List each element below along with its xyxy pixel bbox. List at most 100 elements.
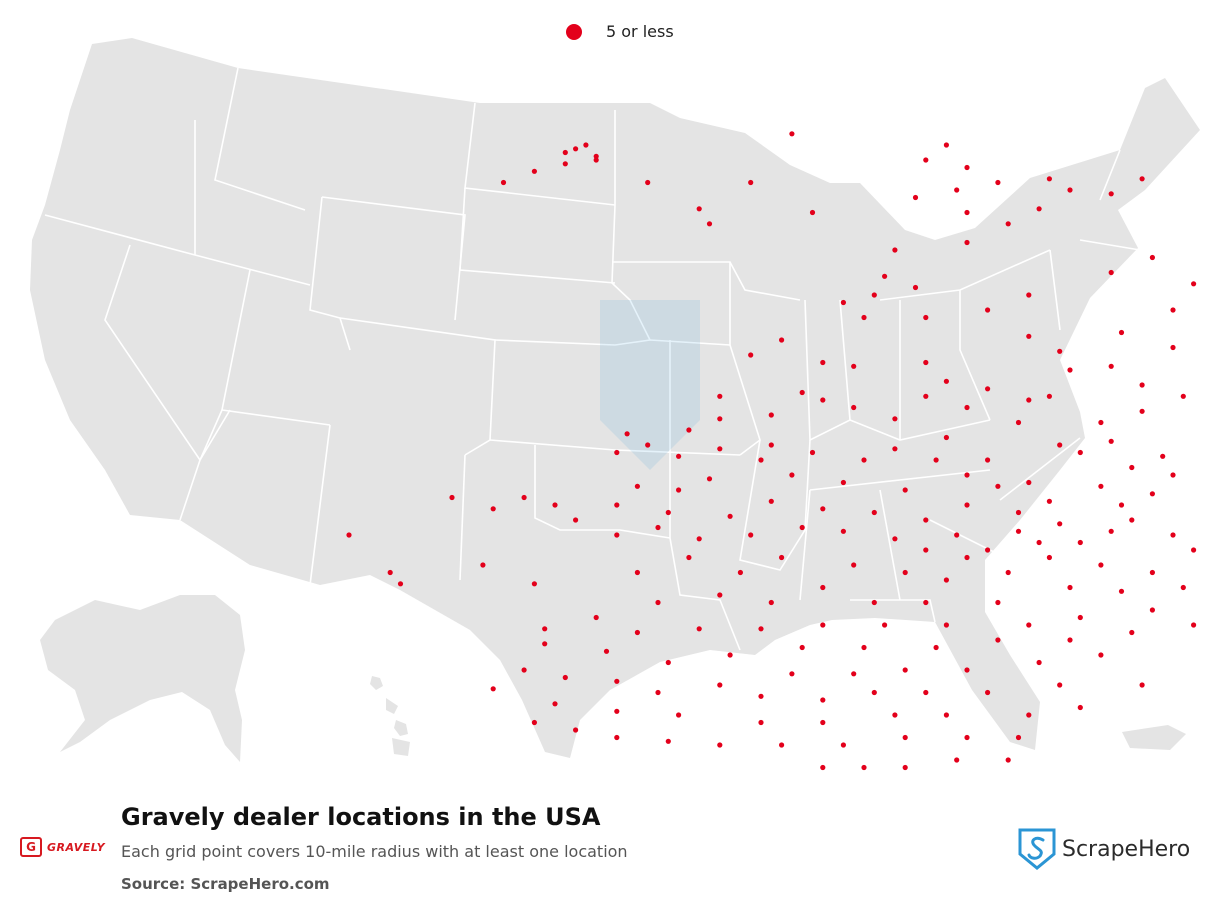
- location-dot: [573, 517, 579, 523]
- location-dot: [1046, 498, 1052, 504]
- location-dot: [861, 314, 867, 321]
- location-dot: [789, 671, 795, 677]
- location-dot: [1149, 607, 1155, 613]
- location-dot: [655, 599, 661, 606]
- location-dot: [799, 644, 805, 651]
- location-dot: [1108, 191, 1114, 197]
- location-dot: [1057, 442, 1063, 448]
- location-dot: [686, 427, 692, 433]
- location-dot: [1180, 393, 1186, 399]
- location-dot: [665, 509, 671, 516]
- page-title: Gravely dealer locations in the USA: [121, 803, 601, 831]
- location-dot: [1026, 397, 1032, 403]
- location-dot: [1149, 491, 1155, 497]
- location-dot: [1026, 292, 1032, 298]
- location-dot: [573, 146, 579, 152]
- location-dot: [923, 393, 929, 399]
- location-dot: [614, 502, 620, 508]
- location-dot: [933, 457, 939, 463]
- location-dot: [748, 352, 754, 358]
- location-dot: [964, 404, 970, 411]
- location-dot: [1129, 517, 1135, 523]
- gravely-wordmark: GRAVELY: [47, 840, 106, 854]
- location-dot: [871, 292, 877, 298]
- location-dot: [954, 187, 960, 193]
- location-dot: [655, 524, 661, 531]
- location-dot: [665, 659, 671, 666]
- location-dot: [789, 131, 795, 137]
- location-dot: [1108, 438, 1114, 444]
- location-dot: [861, 764, 867, 771]
- location-dot: [1026, 333, 1032, 339]
- location-dot: [1139, 682, 1145, 688]
- location-dot: [923, 689, 929, 696]
- location-dot: [748, 532, 754, 538]
- location-dot: [943, 712, 950, 718]
- location-dot: [1026, 479, 1032, 486]
- location-dot: [686, 554, 692, 561]
- location-dot: [943, 142, 950, 148]
- location-dot: [665, 738, 671, 744]
- location-dot: [995, 483, 1001, 489]
- location-dot: [1108, 528, 1114, 534]
- location-dot: [758, 457, 764, 463]
- location-dot: [676, 712, 682, 718]
- location-dot: [1005, 221, 1011, 227]
- location-dot: [758, 693, 764, 699]
- location-dot: [758, 719, 764, 726]
- location-dot: [1005, 757, 1011, 763]
- location-dot: [789, 472, 795, 478]
- location-dot: [1036, 659, 1042, 666]
- location-dot: [1149, 569, 1155, 576]
- location-dot: [1015, 734, 1022, 741]
- location-dot: [902, 487, 908, 493]
- location-dot: [490, 686, 496, 692]
- location-dot: [1067, 637, 1073, 643]
- location-dot: [1108, 269, 1114, 276]
- location-dot: [985, 689, 991, 696]
- location-dot: [562, 674, 568, 681]
- location-dot: [902, 569, 908, 576]
- location-dot: [480, 562, 486, 568]
- location-dot: [995, 179, 1001, 186]
- location-dot: [645, 179, 651, 186]
- location-dot: [820, 697, 826, 703]
- location-dot: [799, 524, 805, 531]
- location-dot: [882, 273, 888, 279]
- location-dot: [624, 431, 630, 437]
- location-dot: [397, 581, 404, 587]
- location-dot: [820, 719, 826, 726]
- location-dot: [1098, 419, 1104, 426]
- location-dot: [995, 599, 1001, 606]
- location-dot: [634, 569, 641, 576]
- location-dot: [1046, 176, 1052, 182]
- location-dot: [871, 599, 877, 606]
- location-dot: [861, 644, 867, 651]
- location-dot: [964, 164, 970, 171]
- us-map: [30, 38, 1200, 771]
- location-dot: [799, 389, 805, 396]
- location-dot: [1077, 449, 1083, 456]
- location-dot: [748, 179, 754, 186]
- location-dot: [593, 157, 599, 163]
- location-dot: [1139, 176, 1145, 182]
- legend-dot-icon: [566, 23, 582, 40]
- location-dot: [645, 442, 651, 448]
- location-dot: [1036, 539, 1042, 546]
- location-dot: [1191, 622, 1197, 628]
- location-dot: [500, 179, 507, 186]
- location-dot: [542, 626, 548, 632]
- location-dot: [820, 584, 826, 591]
- location-dot: [779, 554, 785, 561]
- location-dot: [1160, 453, 1166, 459]
- location-dot: [737, 569, 744, 576]
- location-dot: [706, 476, 713, 482]
- location-dot: [1098, 562, 1104, 568]
- alaska-landmass: [40, 595, 245, 762]
- location-dot: [1015, 528, 1022, 534]
- location-dot: [954, 757, 960, 763]
- map-legend: 5 or less: [566, 22, 674, 41]
- location-dot: [943, 378, 950, 384]
- location-dot: [851, 671, 857, 677]
- location-dot: [583, 142, 589, 148]
